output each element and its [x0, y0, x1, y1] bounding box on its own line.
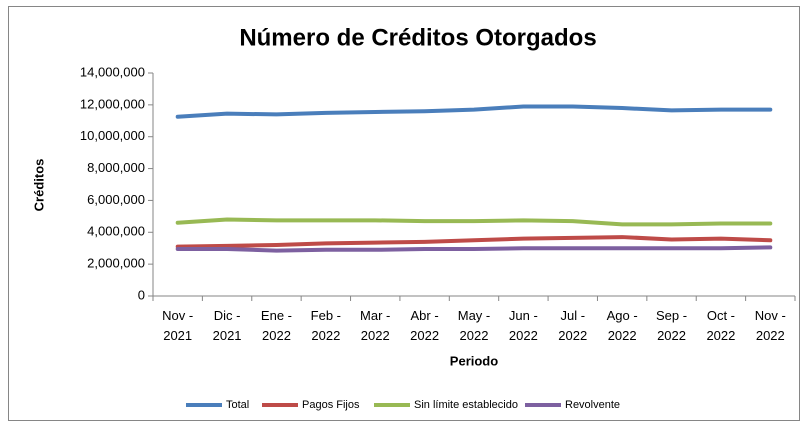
y-tick-label: 6,000,000 [87, 192, 145, 207]
legend-label: Revolvente [565, 399, 620, 411]
x-tick-label: Ago -2022 [607, 308, 638, 343]
x-tick-label: Jul -2022 [558, 308, 587, 343]
x-tick-label: Abr -2022 [410, 308, 439, 343]
x-tick-label: Nov -2022 [755, 308, 786, 343]
legend-label: Sin límite establecido [414, 399, 518, 411]
y-axis-title: Créditos [31, 159, 46, 212]
line-series [175, 235, 773, 249]
x-axis-title: Periodo [450, 353, 498, 368]
x-tick-label: Dic -2021 [213, 308, 242, 343]
x-tick-label: Oct -2022 [706, 308, 735, 343]
x-tick-label: May -2022 [458, 308, 491, 343]
y-tick-label: 0 [138, 287, 145, 302]
y-tick-label: 4,000,000 [87, 224, 145, 239]
chart-frame [8, 6, 800, 421]
y-tick-label: 12,000,000 [80, 96, 145, 111]
x-tick-label: Mar -2022 [360, 308, 390, 343]
x-tick-label: Nov -2021 [162, 308, 193, 343]
y-tick-label: 8,000,000 [87, 160, 145, 175]
x-tick-label: Sep -2022 [656, 308, 687, 343]
line-series [175, 104, 773, 119]
x-tick-label: Ene -2022 [261, 308, 292, 343]
line-series [175, 245, 773, 253]
line-series [175, 217, 773, 227]
x-tick-label: Feb -2022 [311, 308, 341, 343]
y-tick-label: 2,000,000 [87, 256, 145, 271]
x-tick-label: Jun -2022 [509, 308, 538, 343]
legend-label: Total [226, 399, 249, 411]
y-tick-label: 14,000,000 [80, 64, 145, 79]
chart-title: Número de Créditos Otorgados [239, 24, 596, 51]
legend-label: Pagos Fijos [302, 399, 360, 411]
y-tick-label: 10,000,000 [80, 128, 145, 143]
